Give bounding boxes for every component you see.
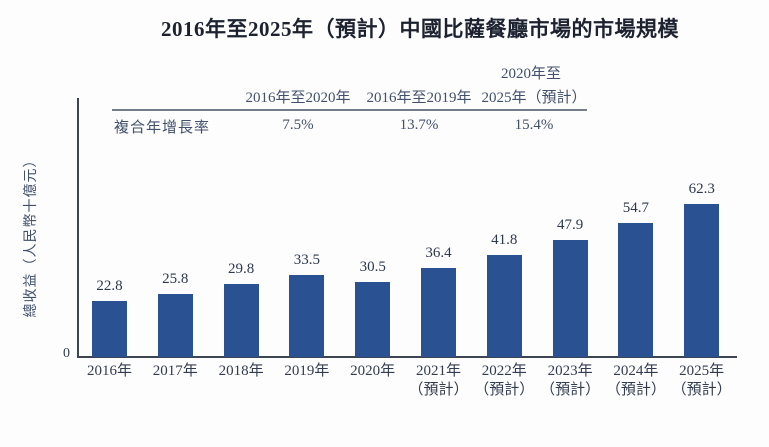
- bar: [289, 275, 325, 357]
- bar-value-label: 33.5: [293, 252, 321, 268]
- cagr-value-3: 15.4%: [514, 117, 554, 133]
- bar: [92, 301, 127, 357]
- bar: [355, 282, 391, 357]
- bar-value-label: 41.8: [491, 232, 518, 248]
- x-tick-label: 2024年 （預計）: [605, 363, 666, 398]
- table-rule: [112, 109, 587, 111]
- x-tick-label: 2021年 （預計）: [408, 363, 469, 398]
- bar: [684, 204, 720, 357]
- cagr-value-2: 13.7%: [399, 117, 439, 133]
- x-tick-label: 2023年 （預計）: [540, 363, 601, 398]
- bar-value-label: 36.4: [425, 245, 452, 261]
- x-tick-label: 2020年: [350, 363, 396, 379]
- bar: [486, 255, 522, 357]
- x-tick-label: 2025年 （預計）: [671, 363, 732, 398]
- bar-value-label: 54.7: [622, 200, 650, 216]
- x-axis-line: [77, 356, 737, 358]
- cagr-col3-header-line2: 2025年（預計）: [481, 90, 587, 106]
- bar: [223, 284, 259, 357]
- y-axis-title: 總收益（人民幣十億元）: [24, 152, 39, 318]
- cagr-row-label: 複合年增長率: [114, 120, 211, 136]
- bar: [552, 240, 588, 357]
- bar-value-label: 62.3: [688, 181, 715, 197]
- y-axis-line: [77, 98, 79, 358]
- bar: [157, 294, 193, 357]
- bar: [421, 268, 456, 357]
- cagr-value-1: 7.5%: [282, 117, 314, 133]
- cagr-col1-header: 2016年至2020年: [245, 90, 351, 106]
- x-tick-label: 2016年: [86, 363, 132, 379]
- figure-title: 2016年至2025年（預計）中國比薩餐廳市場的市場規模: [161, 17, 679, 41]
- x-tick-label: 2017年: [152, 363, 198, 379]
- cagr-col3-header-line1: 2020年至: [500, 66, 561, 82]
- bar-value-label: 25.8: [162, 271, 189, 287]
- x-tick-label: 2018年: [218, 363, 264, 379]
- y-axis-origin-label: 0: [63, 346, 70, 361]
- bar: [618, 223, 654, 357]
- x-tick-label: 2019年: [284, 363, 330, 379]
- bar-value-label: 30.5: [359, 259, 386, 275]
- cagr-col2-header: 2016年至2019年: [366, 90, 472, 106]
- bar-value-label: 22.8: [96, 278, 123, 294]
- bar-value-label: 29.8: [227, 261, 255, 277]
- x-tick-label: 2022年 （預計）: [474, 363, 535, 398]
- bar-value-label: 47.9: [556, 217, 584, 233]
